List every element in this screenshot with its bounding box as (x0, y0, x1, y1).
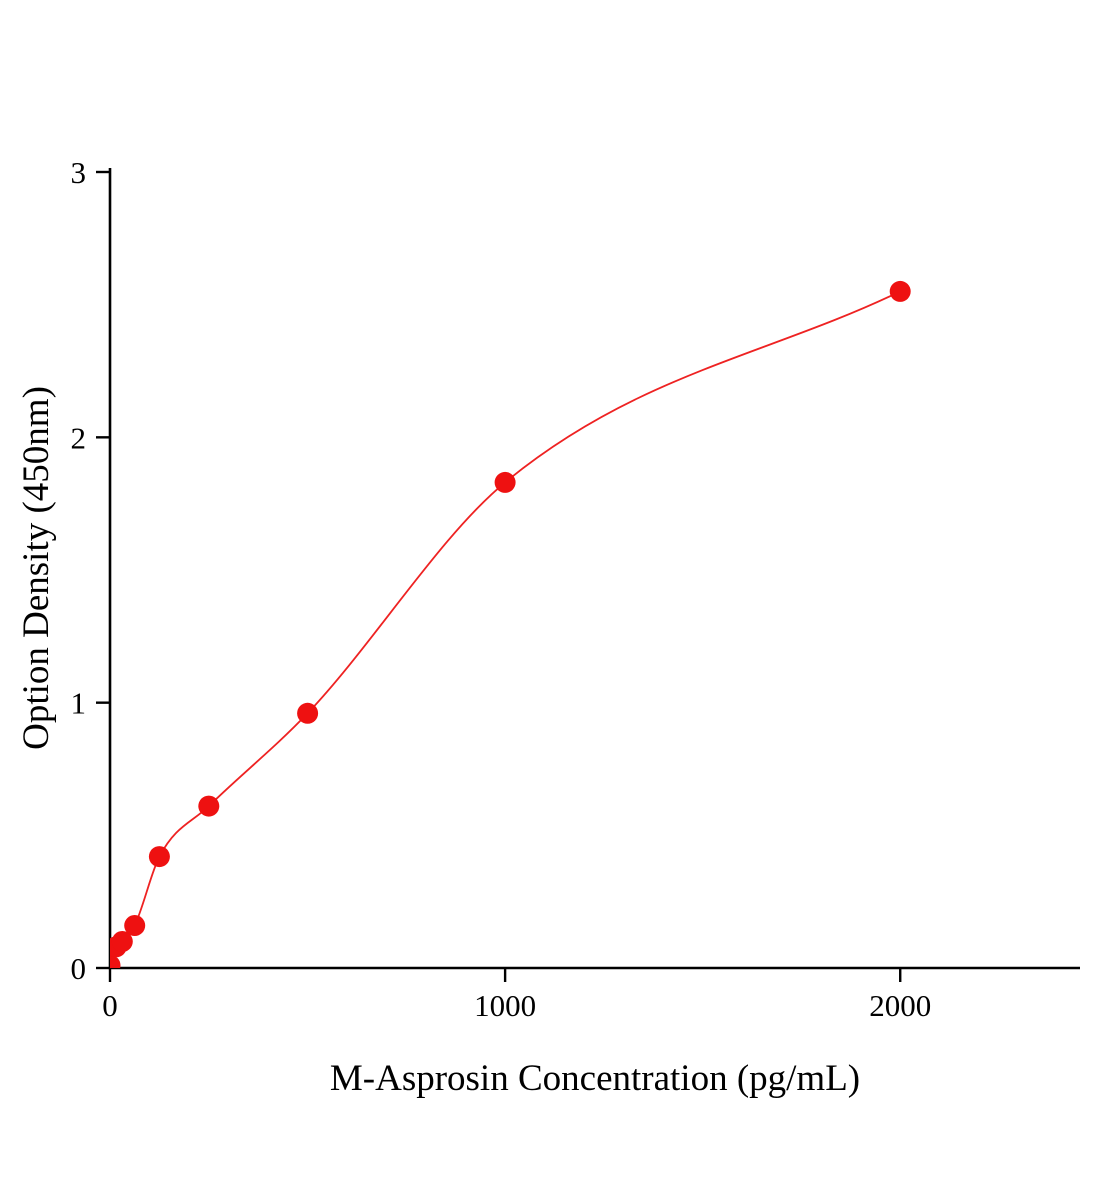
data-point (110, 954, 121, 968)
x-tick-label: 0 (102, 988, 118, 1023)
x-tick-label: 1000 (474, 988, 536, 1023)
y-tick-label: 0 (71, 951, 87, 986)
y-tick-label: 2 (71, 420, 87, 455)
axes-layer (108, 168, 1080, 970)
x-tick-label: 2000 (869, 988, 931, 1023)
y-tick-label: 3 (71, 155, 87, 190)
data-point (198, 795, 220, 817)
data-point (889, 280, 911, 302)
axis-line (108, 168, 1080, 970)
y-axis-title: Option Density (450nm) (16, 386, 57, 750)
tick-layer: 0 1000 2000 0 1 2 3 (71, 155, 932, 1023)
data-point (494, 471, 516, 493)
data-point (148, 846, 170, 868)
data-point (297, 702, 319, 724)
y-tick-label: 1 (71, 686, 87, 721)
marker-layer (110, 280, 911, 968)
x-axis-title: M-Asprosin Concentration (pg/mL) (330, 1058, 860, 1099)
plot-layer (110, 290, 901, 966)
data-point (111, 931, 133, 952)
fit-curve (110, 290, 901, 966)
data-point (124, 915, 146, 936)
